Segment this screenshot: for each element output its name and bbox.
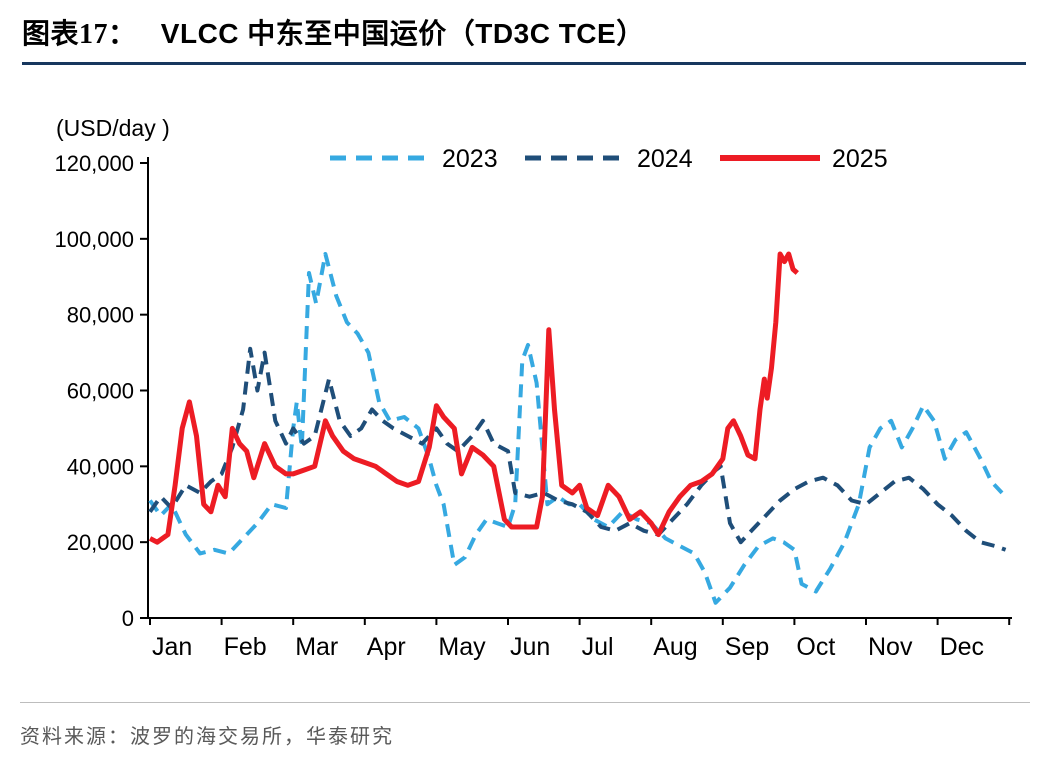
- x-tick-label: Nov: [868, 633, 913, 661]
- x-tick-label: Oct: [796, 633, 835, 661]
- vlcc-freight-rate-chart: (USD/day ) 0 20,000 40,000 60,000 80,000 100,0…: [54, 115, 1012, 661]
- legend-label-2025: 2025: [832, 145, 888, 173]
- series-line-2025: [148, 251, 799, 545]
- title-divider: [22, 62, 1026, 65]
- footer-divider: [20, 702, 1030, 703]
- x-tick-label: Jul: [582, 633, 614, 661]
- x-tick-label: Feb: [224, 633, 267, 661]
- x-tick-label: May: [438, 633, 486, 661]
- y-tick-label: 100,000: [54, 227, 134, 252]
- legend-label-2023: 2023: [442, 145, 498, 173]
- series-line-2023: [148, 252, 1004, 605]
- figure-number-label: 图表17：: [22, 19, 137, 50]
- x-tick-label: Jan: [152, 633, 192, 661]
- x-tick-label: Apr: [367, 633, 406, 661]
- x-tick-label: Mar: [295, 633, 338, 661]
- y-tick-label: 80,000: [67, 303, 134, 328]
- series-line-2024: [148, 346, 1007, 552]
- y-tick-label: 60,000: [67, 379, 134, 404]
- data-source-text: 资料来源：波罗的海交易所，华泰研究: [20, 726, 394, 748]
- x-tick-label: Dec: [940, 633, 984, 661]
- y-tick-label: 120,000: [54, 151, 134, 176]
- y-axis-unit-label: (USD/day ): [56, 115, 170, 141]
- page-title: 图表17： VLCC 中东至中国运价（TD3C TCE）: [22, 12, 1026, 52]
- x-tick-label: Sep: [725, 633, 769, 661]
- x-tick-label: Jun: [510, 633, 550, 661]
- chart-header: 图表17： VLCC 中东至中国运价（TD3C TCE）: [22, 12, 1026, 65]
- legend-label-2024: 2024: [637, 145, 693, 173]
- chart-title-text: VLCC 中东至中国运价（TD3C TCE）: [160, 18, 645, 49]
- y-tick-label: 0: [122, 606, 134, 631]
- y-tick-label: 20,000: [67, 530, 134, 555]
- x-tick-label: Aug: [653, 633, 697, 661]
- y-tick-label: 40,000: [67, 454, 134, 479]
